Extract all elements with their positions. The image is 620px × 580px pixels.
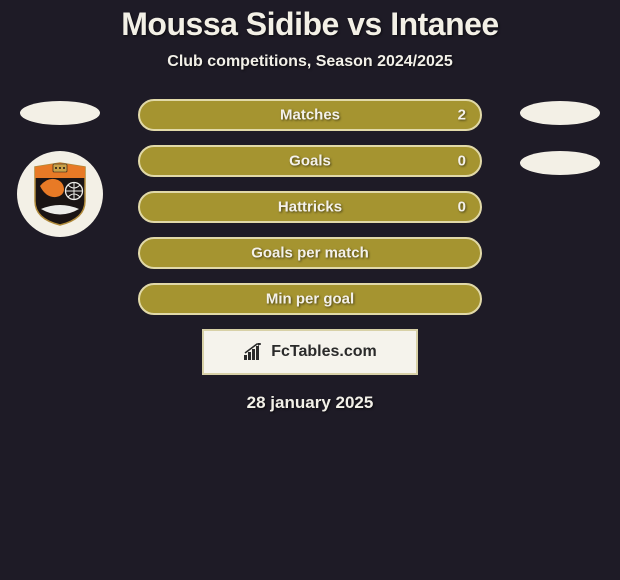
stat-bar-goals-per-match: Goals per match — [138, 237, 482, 269]
attribution-text: FcTables.com — [271, 343, 377, 361]
date-text: 28 january 2025 — [138, 393, 482, 413]
page-subtitle: Club competitions, Season 2024/2025 — [0, 53, 620, 71]
attribution-badge[interactable]: FcTables.com — [202, 329, 418, 375]
stat-bar-min-per-goal: Min per goal — [138, 283, 482, 315]
stat-bar-matches: Matches 2 — [138, 99, 482, 131]
club-shield-icon — [31, 161, 89, 227]
right-player-placeholder-oval — [520, 101, 600, 125]
stat-label: Goals — [140, 153, 480, 170]
chart-bars-icon — [243, 343, 265, 361]
stat-value: 0 — [458, 153, 466, 170]
page-title: Moussa Sidibe vs Intanee — [0, 0, 620, 43]
stat-label: Matches — [140, 107, 480, 124]
stat-value: 0 — [458, 199, 466, 216]
stat-label: Goals per match — [140, 245, 480, 262]
stat-bar-hattricks: Hattricks 0 — [138, 191, 482, 223]
right-player-column — [500, 99, 620, 201]
stats-bars: Matches 2 Goals 0 Hattricks 0 Goals per … — [138, 99, 482, 413]
left-player-placeholder-oval — [20, 101, 100, 125]
left-player-column — [0, 99, 120, 237]
stat-label: Hattricks — [140, 199, 480, 216]
stat-label: Min per goal — [140, 291, 480, 308]
right-club-placeholder-oval — [520, 151, 600, 175]
comparison-content: Matches 2 Goals 0 Hattricks 0 Goals per … — [0, 99, 620, 413]
stat-value: 2 — [458, 107, 466, 124]
left-club-crest — [17, 151, 103, 237]
stat-bar-goals: Goals 0 — [138, 145, 482, 177]
